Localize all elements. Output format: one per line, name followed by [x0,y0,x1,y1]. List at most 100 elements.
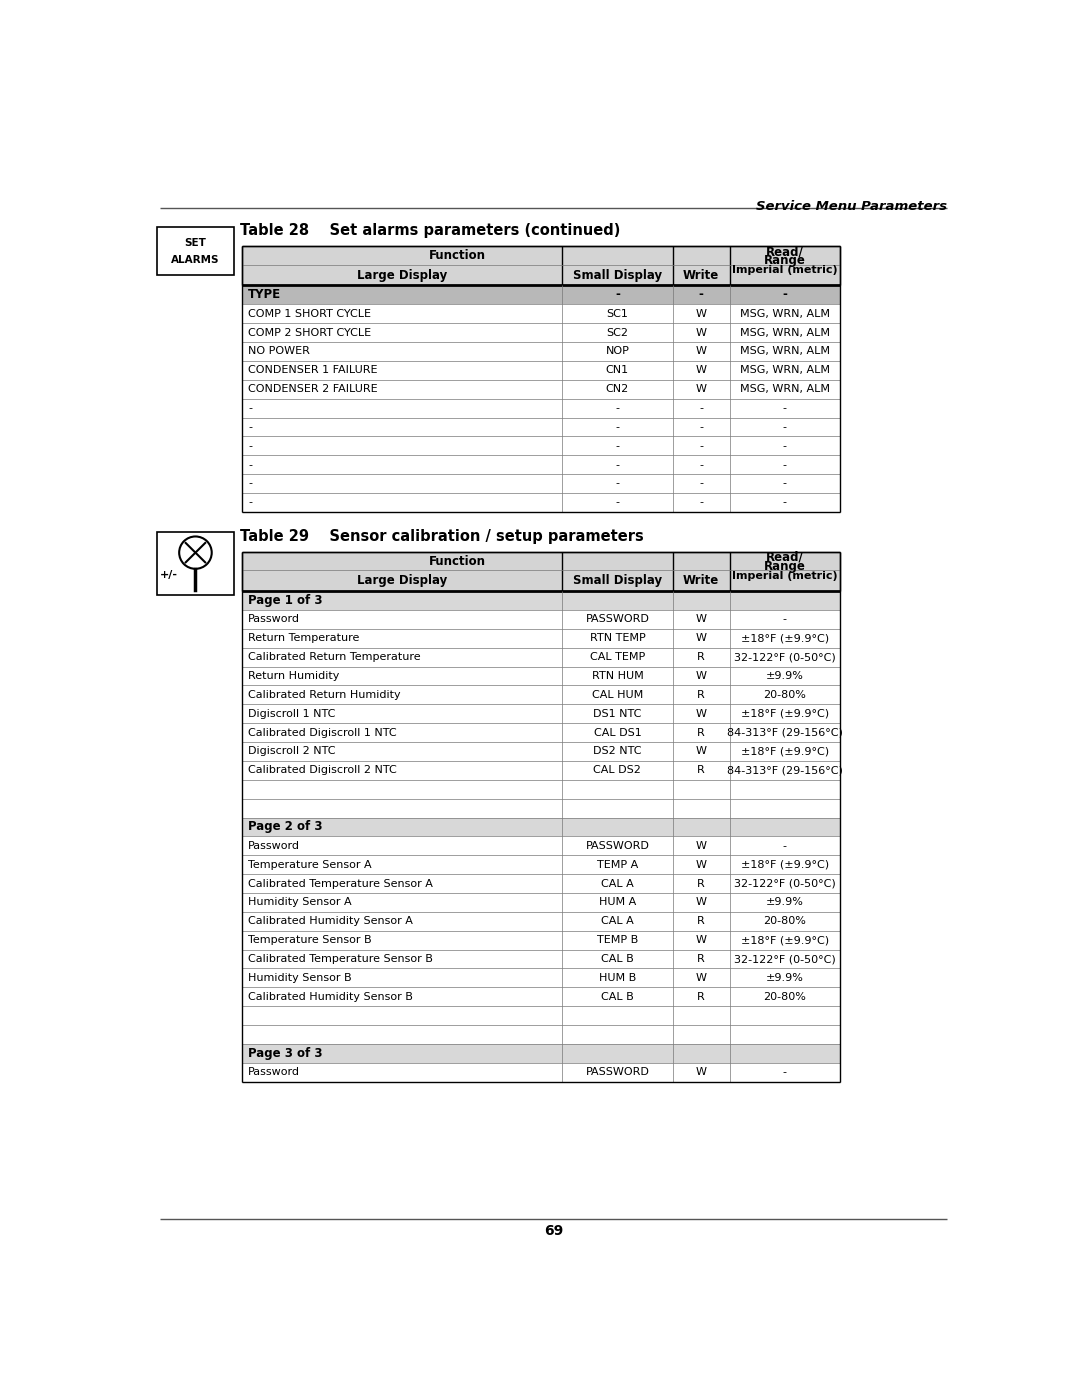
Text: -: - [699,404,703,414]
Text: -: - [248,460,252,469]
Text: Small Display: Small Display [572,574,662,587]
Text: W: W [696,1067,706,1077]
Text: -: - [699,479,703,489]
Bar [242,1044,840,1063]
Text: MSG, WRN, ALM: MSG, WRN, ALM [740,309,829,319]
Text: Function: Function [429,249,486,261]
Text: TEMP A: TEMP A [597,859,638,870]
Text: RTN TEMP: RTN TEMP [590,633,645,643]
Text: R: R [698,916,705,926]
Text: Read/: Read/ [766,244,804,258]
Text: Return Temperature: Return Temperature [248,633,360,643]
Text: Calibrated Humidity Sensor B: Calibrated Humidity Sensor B [248,992,413,1002]
Text: COMP 2 SHORT CYCLE: COMP 2 SHORT CYCLE [248,328,372,338]
Text: W: W [696,897,706,908]
Text: W: W [696,708,706,719]
Text: -: - [783,479,787,489]
Text: MSG, WRN, ALM: MSG, WRN, ALM [740,384,829,394]
Text: Humidity Sensor B: Humidity Sensor B [248,972,352,983]
Text: -: - [616,404,620,414]
Text: Password: Password [248,615,300,624]
Text: CAL TEMP: CAL TEMP [590,652,645,662]
Text: W: W [696,615,706,624]
Text: R: R [698,879,705,888]
Text: -: - [699,441,703,451]
Text: 32-122°F (0-50°C): 32-122°F (0-50°C) [734,954,836,964]
Text: 84-313°F (29-156°C): 84-313°F (29-156°C) [727,766,842,775]
Text: Small Display: Small Display [572,268,662,282]
Text: NO POWER: NO POWER [248,346,310,356]
Text: PASSWORD: PASSWORD [585,615,649,624]
Text: CAL A: CAL A [600,879,634,888]
Text: CAL DS2: CAL DS2 [593,766,642,775]
Text: CONDENSER 1 FAILURE: CONDENSER 1 FAILURE [248,366,378,376]
Text: CAL B: CAL B [600,992,634,1002]
Text: 69: 69 [544,1224,563,1238]
Text: ±9.9%: ±9.9% [766,972,804,983]
Bar [242,552,840,570]
Text: Service Menu Parameters: Service Menu Parameters [756,200,947,212]
Text: Large Display: Large Display [356,574,447,587]
Text: MSG, WRN, ALM: MSG, WRN, ALM [740,366,829,376]
Bar [242,246,840,264]
Text: -: - [616,460,620,469]
Text: W: W [696,366,706,376]
Text: R: R [698,690,705,700]
Text: R: R [698,766,705,775]
Text: R: R [698,652,705,662]
Text: Digiscroll 2 NTC: Digiscroll 2 NTC [248,746,336,757]
Bar [242,591,840,610]
Text: 32-122°F (0-50°C): 32-122°F (0-50°C) [734,652,836,662]
Text: W: W [696,746,706,757]
Text: SET: SET [185,237,206,249]
Text: -: - [699,460,703,469]
Text: CAL HUM: CAL HUM [592,690,643,700]
Text: -: - [248,404,252,414]
Text: -: - [783,288,787,302]
Text: ±18°F (±9.9°C): ±18°F (±9.9°C) [741,708,829,719]
Text: Password: Password [248,1067,300,1077]
Text: -: - [699,422,703,432]
Bar [157,532,234,595]
Text: Temperature Sensor A: Temperature Sensor A [248,859,372,870]
Text: CN1: CN1 [606,366,629,376]
Text: Calibrated Return Temperature: Calibrated Return Temperature [248,652,421,662]
Text: COMP 1 SHORT CYCLE: COMP 1 SHORT CYCLE [248,309,372,319]
Text: -: - [783,422,787,432]
Text: -: - [616,441,620,451]
Text: SC2: SC2 [606,328,629,338]
Text: -: - [783,615,787,624]
Text: Imperial (metric): Imperial (metric) [732,571,838,581]
Text: R: R [698,992,705,1002]
Text: 32-122°F (0-50°C): 32-122°F (0-50°C) [734,879,836,888]
Text: RTN HUM: RTN HUM [592,671,644,680]
Text: -: - [699,497,703,507]
Text: Return Humidity: Return Humidity [248,671,339,680]
Text: HUM A: HUM A [598,897,636,908]
Text: CAL DS1: CAL DS1 [594,728,642,738]
Text: -: - [248,497,252,507]
Text: W: W [696,346,706,356]
Bar [242,285,840,305]
Text: -: - [783,1067,787,1077]
Text: Calibrated Temperature Sensor A: Calibrated Temperature Sensor A [248,879,433,888]
Text: Function: Function [429,555,486,567]
Text: TYPE: TYPE [248,288,281,302]
Text: W: W [696,972,706,983]
Text: CN2: CN2 [606,384,629,394]
Text: ±18°F (±9.9°C): ±18°F (±9.9°C) [741,935,829,946]
Text: R: R [698,728,705,738]
Text: -: - [615,288,620,302]
Text: W: W [696,384,706,394]
Text: 84-313°F (29-156°C): 84-313°F (29-156°C) [727,728,842,738]
Text: Table 28    Set alarms parameters (continued): Table 28 Set alarms parameters (continue… [241,224,621,237]
Text: Imperial (metric): Imperial (metric) [732,265,838,275]
Text: -: - [616,422,620,432]
Text: 20-80%: 20-80% [764,690,807,700]
Text: MSG, WRN, ALM: MSG, WRN, ALM [740,328,829,338]
Text: ALARMS: ALARMS [172,256,219,265]
Text: -: - [248,479,252,489]
Text: MSG, WRN, ALM: MSG, WRN, ALM [740,346,829,356]
Text: R: R [698,954,705,964]
Text: ±18°F (±9.9°C): ±18°F (±9.9°C) [741,859,829,870]
